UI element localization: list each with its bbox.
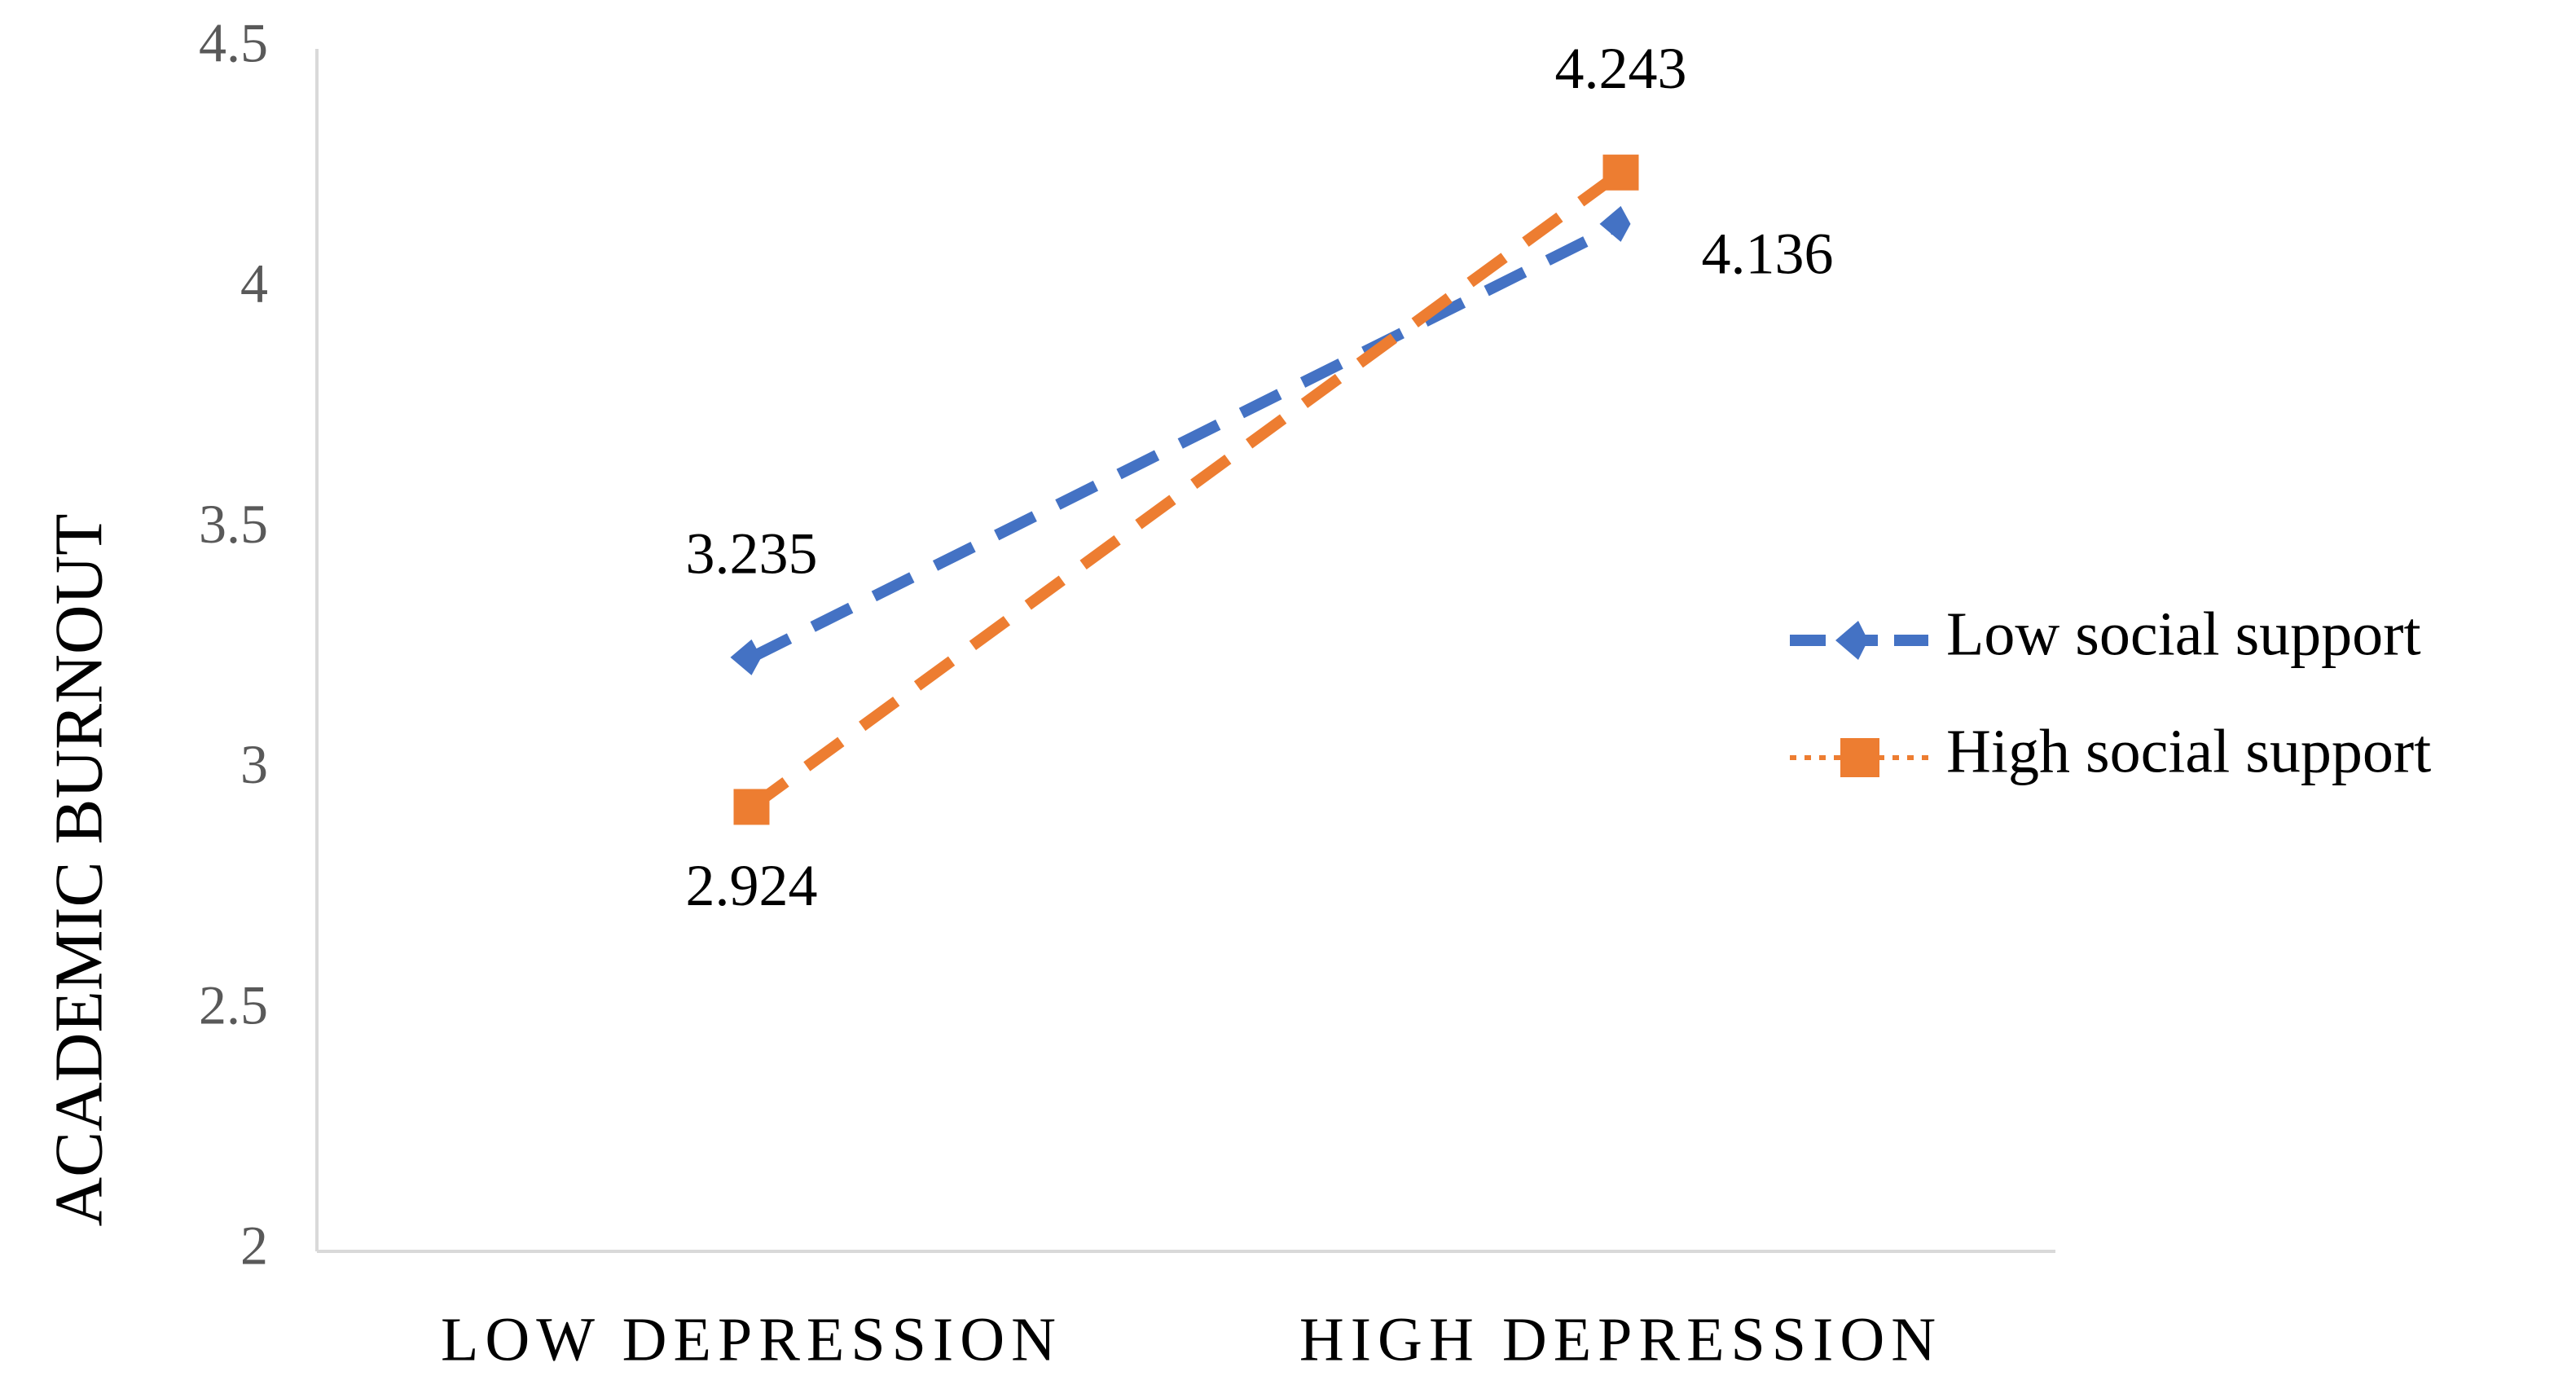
value-label: 4.243 — [1555, 36, 1687, 101]
series-line — [748, 168, 1624, 812]
value-label: 4.136 — [1702, 221, 1834, 286]
y-tick-label: 3 — [240, 733, 268, 795]
legend-label: Low social support — [1946, 600, 2421, 668]
legend-marker — [1840, 738, 1879, 777]
y-tick-label: 4 — [240, 253, 268, 314]
y-tick-label: 4.5 — [199, 12, 268, 74]
point-marker — [1602, 154, 1639, 191]
x-tick-label: HIGH DEPRESSION — [1299, 1305, 1942, 1374]
y-tick-label: 2.5 — [199, 974, 268, 1035]
legend-label: High social support — [1946, 717, 2431, 785]
series-line — [749, 218, 1624, 663]
point-marker — [730, 639, 762, 675]
value-label: 2.924 — [686, 853, 818, 918]
y-tick-label: 2 — [240, 1215, 268, 1277]
point-marker — [733, 789, 770, 825]
value-label: 3.235 — [686, 521, 818, 586]
x-tick-label: LOW DEPRESSION — [441, 1305, 1062, 1374]
y-tick-label: 3.5 — [199, 493, 268, 555]
point-marker — [1599, 205, 1631, 242]
y-axis-title: ACADEMIC BURNOUT — [41, 513, 116, 1226]
legend-marker — [1835, 621, 1868, 660]
